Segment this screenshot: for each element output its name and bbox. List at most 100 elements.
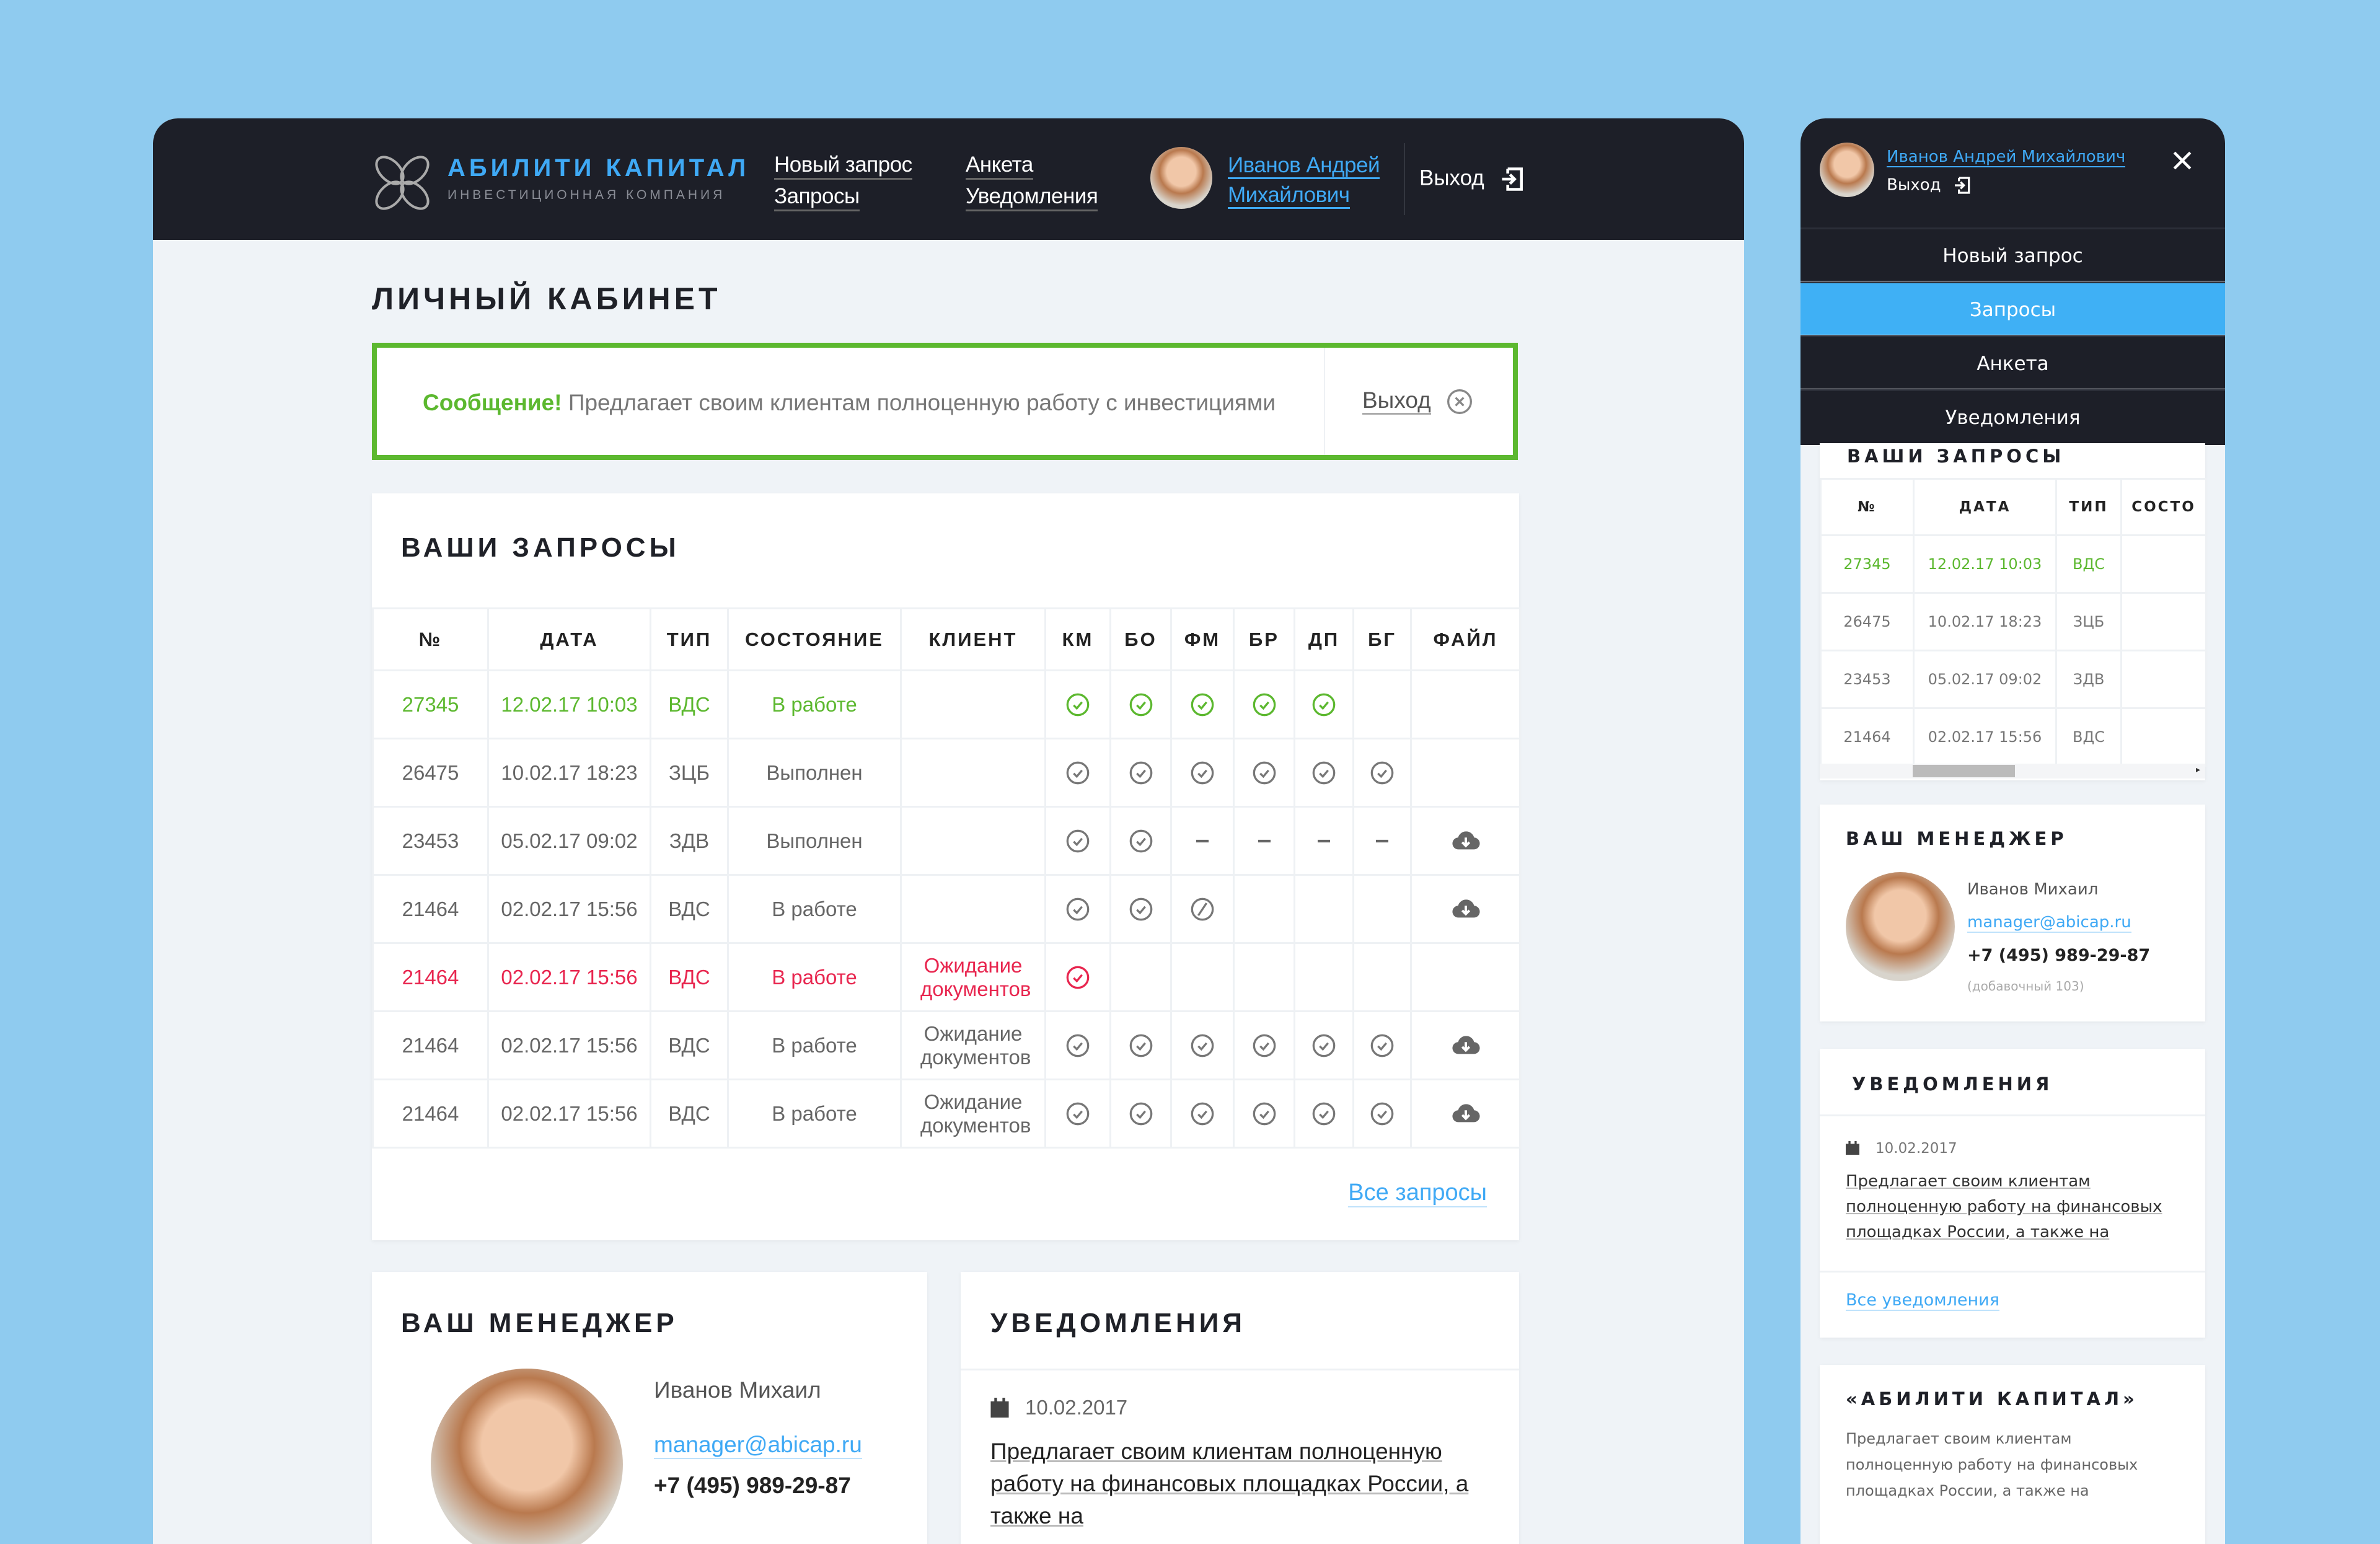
check-circle-icon xyxy=(1066,693,1090,717)
cell-type: ВДС xyxy=(650,1079,729,1149)
scrollbar-thumb[interactable] xyxy=(1913,765,2015,777)
check-circle-icon xyxy=(1129,829,1152,853)
cell-num: 21464 xyxy=(1820,707,1915,767)
table-row[interactable]: 23453 05.02.17 09:02 ЗДВ Выполнен xyxy=(372,806,1521,876)
cell-file xyxy=(1410,942,1521,1012)
cell-date: 05.02.17 09:02 xyxy=(487,806,651,876)
cell-file xyxy=(1410,1010,1521,1080)
mobile-notifications-card: УВЕДОМЛЕНИЯ 10.02.2017 Предлагает своим … xyxy=(1820,1049,2205,1338)
cell-mark xyxy=(1294,1079,1354,1149)
nav-notifications[interactable]: Уведомления xyxy=(966,183,1098,211)
logo-icon xyxy=(375,156,430,210)
mobile-table-row[interactable]: 26475 10.02.17 18:23 ЗЦБ xyxy=(1820,592,2207,651)
message-banner: Сообщение! Предлагает своим клиентам пол… xyxy=(372,343,1518,460)
manager-title: ВАШ МЕНЕДЖЕР xyxy=(401,1308,678,1338)
column-header: ФМ xyxy=(1170,607,1235,671)
mobile-menu-item[interactable]: Уведомления xyxy=(1800,389,2225,445)
nav-questionnaire[interactable]: Анкета xyxy=(966,152,1033,180)
table-row[interactable]: 21464 02.02.17 15:56 ВДС В работе Ожидание д… xyxy=(372,1079,1521,1149)
user-avatar[interactable] xyxy=(1150,147,1212,209)
logout-label: Выход xyxy=(1419,165,1484,190)
message-close-button[interactable]: Выход xyxy=(1362,387,1473,415)
check-circle-icon xyxy=(1129,1102,1152,1126)
mobile-table-row[interactable]: 21464 02.02.17 15:56 ВДС xyxy=(1820,707,2207,767)
column-header: СОСТОЯНИЕ xyxy=(727,607,902,671)
user-name-line1: Иванов Андрей xyxy=(1228,153,1380,179)
nav-requests[interactable]: Запросы xyxy=(774,183,860,211)
table-row[interactable]: 21464 02.02.17 15:56 ВДС В работе Ожидание д… xyxy=(372,1010,1521,1080)
message-close-label: Выход xyxy=(1362,387,1431,415)
cell-num: 21464 xyxy=(372,1079,489,1149)
close-icon[interactable] xyxy=(2172,151,2192,170)
cell-type: ЗДВ xyxy=(2055,650,2122,709)
check-circle-icon xyxy=(1129,1034,1152,1057)
cell-mark xyxy=(1044,942,1111,1012)
cell-mark xyxy=(1109,669,1172,739)
mobile-user-name[interactable]: Иванов Андрей Михайлович xyxy=(1887,148,2126,167)
column-header: ДП xyxy=(1294,607,1354,671)
mobile-logout-button[interactable]: Выход xyxy=(1887,175,1972,195)
cell-client: Ожидание документов xyxy=(900,1010,1046,1080)
cell-mark xyxy=(1044,738,1111,808)
cell-mark xyxy=(1294,942,1354,1012)
check-circle-icon xyxy=(1312,1034,1336,1057)
mobile-menu-item[interactable]: Запросы xyxy=(1800,281,2225,335)
cell-mark xyxy=(1044,669,1111,739)
horizontal-scrollbar[interactable]: ▸ xyxy=(1820,764,2205,779)
cell-status: Выполнен xyxy=(727,738,902,808)
cell-type: ВДС xyxy=(2055,707,2122,767)
cell-mark xyxy=(1352,806,1412,876)
mobile-notifications-title: УВЕДОМЛЕНИЯ xyxy=(1852,1074,2053,1095)
mobile-requests-card: ВАШИ ЗАПРОСЫ № ДАТА ТИП СОСТО 27345 12.02.17… xyxy=(1820,443,2207,780)
cloud-download-icon[interactable] xyxy=(1452,1100,1480,1128)
nav-new-request[interactable]: Новый запрос xyxy=(774,152,912,180)
cell-mark xyxy=(1109,1079,1172,1149)
manager-phone: +7 (495) 989-29-87 xyxy=(654,1473,851,1498)
scroll-right-arrow-icon[interactable]: ▸ xyxy=(2195,765,2200,775)
cell-status-hidden xyxy=(2120,534,2207,594)
logout-button[interactable]: Выход xyxy=(1419,165,1526,193)
cloud-download-icon[interactable] xyxy=(1452,1031,1480,1060)
all-requests-link[interactable]: Все запросы xyxy=(1348,1180,1487,1207)
cell-type: ЗЦБ xyxy=(650,738,729,808)
cloud-download-icon[interactable] xyxy=(1452,895,1480,924)
close-circle-icon xyxy=(1447,389,1472,415)
table-row[interactable]: 27345 12.02.17 10:03 ВДС В работе xyxy=(372,669,1521,739)
user-name-link[interactable]: Иванов Андрей Михайлович xyxy=(1228,151,1380,210)
table-row[interactable]: 21464 02.02.17 15:56 ВДС В работе Ожидание д… xyxy=(372,942,1521,1012)
mobile-table-row[interactable]: 23453 05.02.17 09:02 ЗДВ xyxy=(1820,650,2207,709)
cell-status: Выполнен xyxy=(727,806,902,876)
check-circle-icon xyxy=(1253,693,1276,717)
check-circle-icon xyxy=(1191,1034,1214,1057)
cell-file xyxy=(1410,874,1521,944)
notification-text-link[interactable]: Предлагает своим клиентам полноценную ра… xyxy=(990,1439,1469,1529)
mobile-notification-text[interactable]: Предлагает своим клиентам полноценную ра… xyxy=(1846,1172,2162,1242)
manager-email-link[interactable]: manager@abicap.ru xyxy=(654,1432,862,1459)
cell-status-hidden xyxy=(2120,707,2207,767)
mobile-menu-item[interactable]: Новый запрос xyxy=(1800,227,2225,281)
mobile-menu-item[interactable]: Анкета xyxy=(1800,335,2225,389)
table-row[interactable]: 26475 10.02.17 18:23 ЗЦБ Выполнен xyxy=(372,738,1521,808)
mobile-table-row[interactable]: 27345 12.02.17 10:03 ВДС xyxy=(1820,534,2207,594)
requests-table: № ДАТА ТИП СОСТОЯНИЕ КЛИЕНТ КМ БО ФМ БР ДП БГ ФАЙЛ … xyxy=(372,607,1521,1149)
mobile-user-avatar[interactable] xyxy=(1820,143,1874,197)
cell-mark xyxy=(1233,1010,1295,1080)
mobile-manager-phone: +7 (495) 989-29-87 xyxy=(1967,946,2151,965)
brand-tagline: ИНВЕСТИЦИОННАЯ КОМПАНИЯ xyxy=(447,188,726,202)
cell-mark xyxy=(1233,874,1295,944)
cell-mark xyxy=(1294,669,1354,739)
all-notifications-link[interactable]: Все уведомления xyxy=(1846,1290,1999,1311)
desktop-window: АБИЛИТИ КАПИТАЛ ИНВЕСТИЦИОННАЯ КОМПАНИЯ … xyxy=(153,118,1744,1544)
mobile-header: Иванов Андрей Михайлович Выход xyxy=(1800,118,2225,227)
cell-mark xyxy=(1294,1010,1354,1080)
table-row[interactable]: 21464 02.02.17 15:56 ВДС В работе xyxy=(372,874,1521,944)
message-label: Сообщение! xyxy=(423,390,562,415)
check-circle-icon xyxy=(1370,1034,1394,1057)
mobile-manager-email[interactable]: manager@abicap.ru xyxy=(1967,913,2131,933)
cell-num: 23453 xyxy=(372,806,489,876)
cell-client xyxy=(900,806,1046,876)
column-header: КМ xyxy=(1044,607,1111,671)
cloud-download-icon[interactable] xyxy=(1452,827,1480,855)
mobile-manager-card: ВАШ МЕНЕДЖЕР Иванов Михаил manager@abica… xyxy=(1820,805,2205,1021)
cell-mark xyxy=(1109,1010,1172,1080)
